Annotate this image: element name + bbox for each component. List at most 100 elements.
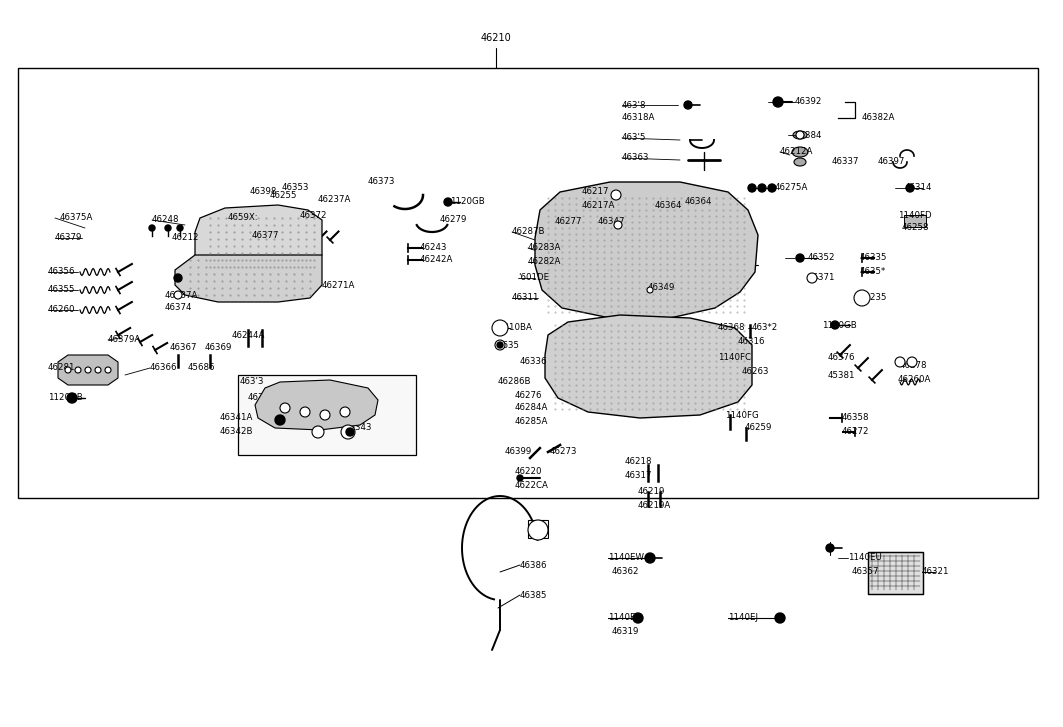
Circle shape <box>614 221 622 229</box>
Text: 46386: 46386 <box>520 561 547 569</box>
Circle shape <box>647 287 653 293</box>
Text: 46273: 46273 <box>550 448 577 457</box>
Ellipse shape <box>792 147 808 157</box>
Text: 1140FD: 1140FD <box>898 211 931 220</box>
Text: 46219A: 46219A <box>638 500 671 510</box>
Circle shape <box>684 101 692 109</box>
Text: 4622CA: 4622CA <box>514 481 549 489</box>
Text: 46287B: 46287B <box>512 228 545 236</box>
Text: 46283A: 46283A <box>528 244 561 252</box>
Text: 46275A: 46275A <box>775 183 808 193</box>
Text: 46385: 46385 <box>520 590 547 600</box>
Text: 46276: 46276 <box>514 390 542 400</box>
Text: 46210: 46210 <box>480 33 511 43</box>
Text: 1140FC: 1140FC <box>718 353 750 363</box>
Text: 4635: 4635 <box>497 340 520 350</box>
Circle shape <box>178 225 183 231</box>
Text: 46384: 46384 <box>795 131 823 140</box>
Text: 45686: 45686 <box>188 364 216 372</box>
Text: 46217A: 46217A <box>583 201 615 209</box>
Circle shape <box>611 190 621 200</box>
Ellipse shape <box>794 158 806 166</box>
Circle shape <box>65 367 71 373</box>
Text: 46244A: 46244A <box>232 331 266 340</box>
Circle shape <box>632 613 643 623</box>
Circle shape <box>826 544 834 552</box>
Circle shape <box>773 97 783 107</box>
Text: 1120GB: 1120GB <box>450 198 485 206</box>
Text: 46263: 46263 <box>742 368 770 377</box>
Text: 46311: 46311 <box>512 294 540 302</box>
Text: 45381: 45381 <box>828 371 856 379</box>
Ellipse shape <box>793 131 807 139</box>
Text: 46272: 46272 <box>842 427 870 436</box>
Text: 46369: 46369 <box>205 343 233 353</box>
Text: 463'8: 463'8 <box>622 100 646 110</box>
Polygon shape <box>58 355 118 385</box>
Polygon shape <box>195 205 322 272</box>
Bar <box>868 552 923 594</box>
Text: 46220: 46220 <box>514 467 542 476</box>
Text: 463*2: 463*2 <box>752 324 778 332</box>
Text: 46316: 46316 <box>738 337 765 347</box>
Circle shape <box>340 407 350 417</box>
Text: 46375A: 46375A <box>60 214 94 222</box>
Circle shape <box>796 254 804 262</box>
Circle shape <box>517 475 523 481</box>
Text: 4635*: 4635* <box>860 268 887 276</box>
Circle shape <box>807 273 817 283</box>
Text: 46399: 46399 <box>505 448 533 457</box>
Text: 46356: 46356 <box>48 268 75 276</box>
Text: 46333: 46333 <box>248 393 275 403</box>
Text: 46337: 46337 <box>832 158 860 166</box>
Circle shape <box>495 323 505 333</box>
Bar <box>868 552 923 594</box>
Text: 46285A: 46285A <box>514 417 549 427</box>
Circle shape <box>105 367 111 373</box>
Text: 463'3: 463'3 <box>240 377 265 387</box>
Circle shape <box>67 393 77 403</box>
Text: 46377: 46377 <box>252 230 280 239</box>
Circle shape <box>854 290 870 306</box>
Text: 46219: 46219 <box>638 488 665 497</box>
Bar <box>904 215 926 227</box>
Text: 46364: 46364 <box>685 198 712 206</box>
Circle shape <box>444 198 452 206</box>
Polygon shape <box>545 315 752 418</box>
Text: 46382A: 46382A <box>862 113 895 123</box>
Text: 1140EJ: 1140EJ <box>728 614 758 622</box>
Text: 46398: 46398 <box>250 188 277 196</box>
Text: 1140EW: 1140EW <box>608 553 644 563</box>
Text: 46286B: 46286B <box>497 377 532 387</box>
Text: 46282A: 46282A <box>528 257 561 267</box>
Circle shape <box>532 524 544 536</box>
Circle shape <box>341 425 355 439</box>
Text: 46347: 46347 <box>598 217 625 227</box>
Text: 46362: 46362 <box>612 568 640 577</box>
Text: 46367: 46367 <box>170 343 198 353</box>
Text: 46343: 46343 <box>345 424 372 433</box>
Text: 463'3: 463'3 <box>328 411 353 419</box>
Text: '601DE: '601DE <box>518 273 550 283</box>
Text: 46243: 46243 <box>420 244 448 252</box>
Text: 1120GB: 1120GB <box>48 393 83 403</box>
Text: 46212: 46212 <box>172 233 200 243</box>
Circle shape <box>495 340 505 350</box>
Circle shape <box>75 367 81 373</box>
Circle shape <box>174 291 182 299</box>
Text: 1120GB: 1120GB <box>822 321 857 329</box>
Text: 1140ER: 1140ER <box>608 614 641 622</box>
Circle shape <box>767 184 776 192</box>
Circle shape <box>831 321 839 329</box>
Text: 46366: 46366 <box>150 364 178 372</box>
Polygon shape <box>175 255 322 302</box>
Circle shape <box>95 367 101 373</box>
Polygon shape <box>255 380 378 430</box>
Text: 4659X:: 4659X: <box>227 214 258 222</box>
Text: 46255: 46255 <box>270 190 298 199</box>
Circle shape <box>645 553 655 563</box>
Text: 46258: 46258 <box>902 223 929 233</box>
Circle shape <box>758 184 766 192</box>
Circle shape <box>497 342 503 348</box>
Text: 46341A: 46341A <box>220 414 253 422</box>
